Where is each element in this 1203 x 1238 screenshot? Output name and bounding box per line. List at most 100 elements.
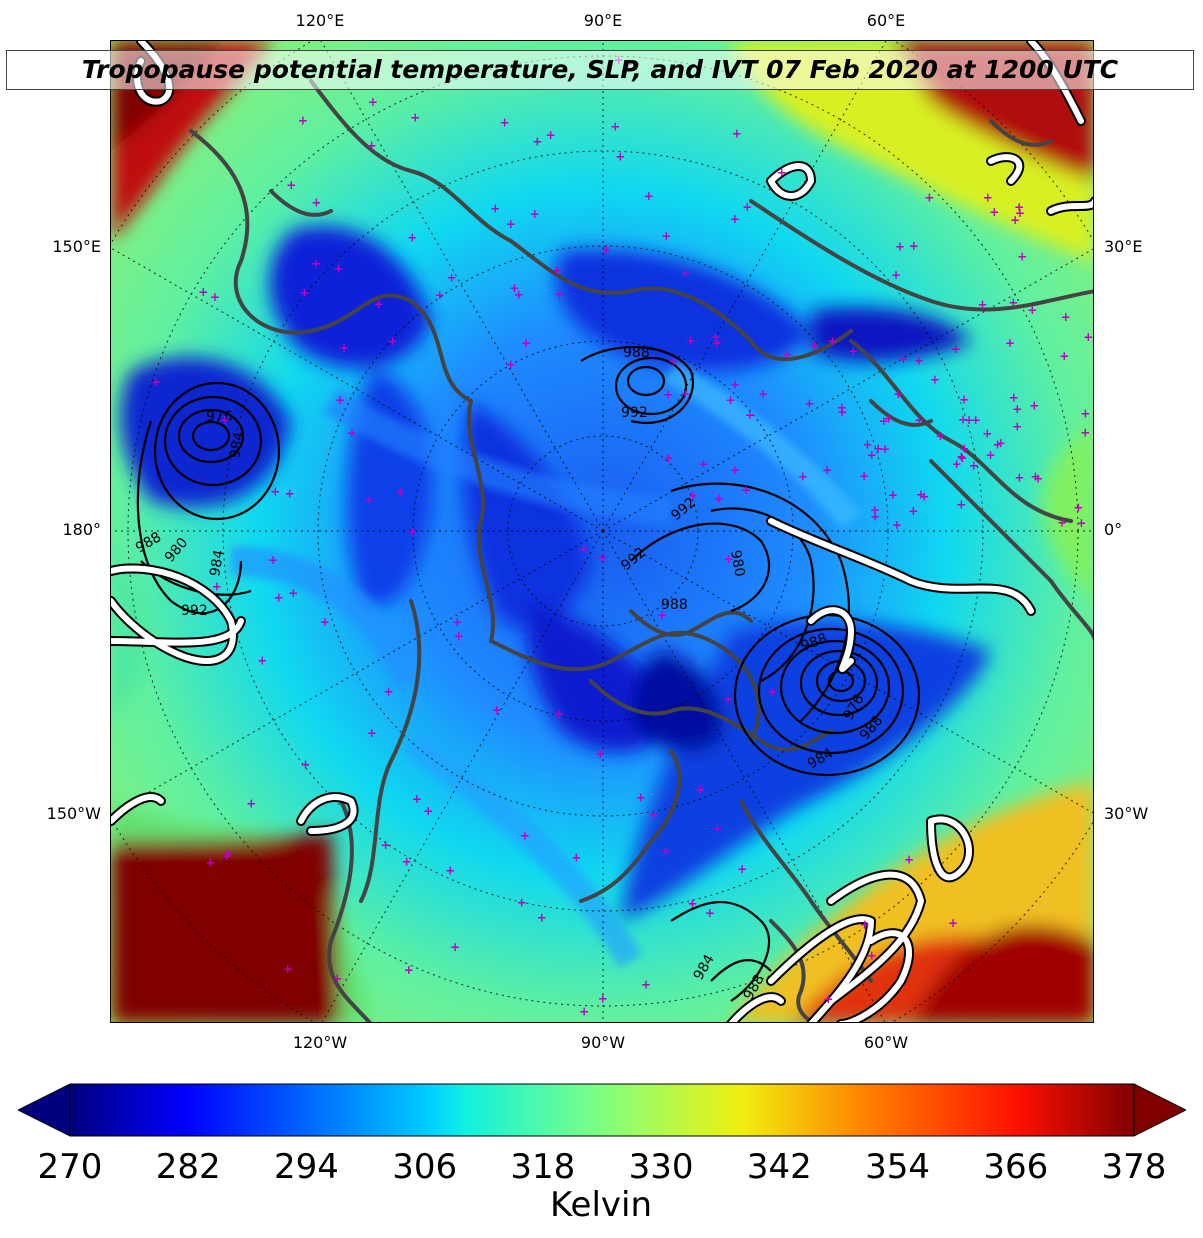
station-marker: + — [506, 357, 516, 371]
station-marker: + — [741, 483, 751, 497]
station-marker: + — [657, 608, 667, 622]
station-marker: + — [521, 336, 531, 350]
station-marker: + — [410, 111, 420, 125]
station-marker: + — [514, 287, 524, 301]
slp-label: 980 — [727, 549, 747, 578]
station-marker: + — [712, 336, 722, 350]
station-marker: + — [710, 330, 720, 344]
station-marker: + — [956, 449, 966, 463]
station-marker: + — [680, 387, 690, 401]
station-marker: + — [246, 797, 256, 811]
station-marker: + — [257, 653, 267, 667]
station-marker: + — [714, 491, 724, 505]
station-marker: + — [867, 448, 877, 462]
station-marker: + — [758, 387, 768, 401]
station-marker: + — [978, 297, 988, 311]
station-marker: + — [500, 116, 510, 130]
map-panel: 976 984 988 980 984 992 988 992 992 988 … — [110, 40, 1094, 1023]
station-marker: + — [546, 128, 556, 142]
station-marker: + — [873, 442, 883, 456]
station-marker: + — [1012, 419, 1022, 433]
station-marker: + — [959, 393, 969, 407]
station-marker: + — [644, 189, 654, 203]
station-marker: + — [554, 287, 564, 301]
station-marker: + — [958, 413, 968, 427]
station-marker: + — [930, 372, 940, 386]
coastlines — [189, 79, 1093, 1022]
station-marker: + — [686, 333, 696, 347]
station-marker: + — [274, 591, 284, 605]
colorbar-tick-label: 306 — [392, 1147, 458, 1187]
colorbar-tick-label: 330 — [628, 1147, 694, 1187]
station-marker: + — [804, 396, 814, 410]
side-label-30e: 30°E — [1104, 237, 1143, 256]
station-marker: + — [663, 388, 673, 402]
station-marker: + — [402, 854, 412, 868]
station-marker: + — [705, 906, 715, 920]
station-marker: + — [688, 489, 698, 503]
station-marker: + — [641, 977, 651, 991]
station-marker: + — [367, 726, 377, 740]
station-marker: + — [579, 542, 589, 556]
station-marker: + — [971, 413, 981, 427]
colorbar-tick-label: 282 — [155, 1147, 221, 1187]
station-marker: + — [601, 242, 611, 256]
station-marker: + — [730, 463, 740, 477]
station-marker: + — [407, 525, 417, 539]
station-marker: + — [299, 286, 309, 300]
station-marker: + — [680, 266, 690, 280]
colorbar-tick-label: 318 — [510, 1147, 576, 1187]
station-marker: + — [1030, 470, 1040, 484]
station-marker: + — [222, 849, 232, 863]
station-marker: + — [1027, 303, 1037, 317]
station-marker: + — [407, 230, 417, 244]
station-marker: + — [914, 413, 924, 427]
station-marker: + — [989, 205, 999, 219]
station-marker: + — [996, 436, 1006, 450]
station-marker: + — [404, 963, 414, 977]
station-marker: + — [699, 457, 709, 471]
station-marker: + — [636, 791, 646, 805]
station-marker: + — [664, 451, 674, 465]
station-marker: + — [423, 804, 433, 818]
station-marker: + — [552, 264, 562, 278]
colorbar-extend-low — [16, 1083, 71, 1137]
station-marker: + — [1014, 471, 1024, 485]
station-marker: + — [1080, 407, 1090, 421]
station-marker: + — [220, 413, 230, 427]
station-marker: + — [848, 344, 858, 358]
station-marker: + — [598, 991, 608, 1005]
station-marker: + — [867, 948, 877, 962]
station-marker: + — [1061, 310, 1071, 324]
station-marker: + — [724, 552, 734, 566]
colorbar-gradient — [69, 1083, 1135, 1137]
colorbar-tick-label: 270 — [37, 1147, 103, 1187]
mid-bands — [230, 360, 861, 968]
station-marker: + — [447, 271, 457, 285]
station-marker: + — [880, 442, 890, 456]
station-marker: + — [919, 489, 929, 503]
station-marker: + — [384, 684, 394, 698]
station-marker: + — [595, 747, 605, 761]
station-marker: + — [969, 459, 979, 473]
station-marker: + — [610, 120, 620, 134]
slp-label: 988 — [661, 597, 688, 613]
station-marker: + — [270, 484, 280, 498]
station-marker: + — [1015, 206, 1025, 220]
station-marker: + — [908, 504, 918, 518]
lon-label-bottom-90w: 90°W — [580, 1033, 626, 1052]
station-marker: + — [320, 615, 330, 629]
station-marker: + — [388, 334, 398, 348]
station-marker: + — [891, 268, 901, 282]
station-marker: + — [332, 972, 342, 986]
map-svg: 976 984 988 980 984 992 988 992 992 988 … — [111, 41, 1093, 1022]
station-marker: + — [1017, 249, 1027, 263]
colorbar-label: Kelvin — [549, 1185, 653, 1225]
station-marker: + — [537, 911, 547, 925]
station-marker: + — [335, 393, 345, 407]
station-marker: + — [687, 897, 697, 911]
station-marker: + — [1033, 471, 1043, 485]
station-marker: + — [982, 426, 992, 440]
station-marker: + — [506, 217, 516, 231]
side-label-30w: 30°W — [1104, 804, 1149, 823]
